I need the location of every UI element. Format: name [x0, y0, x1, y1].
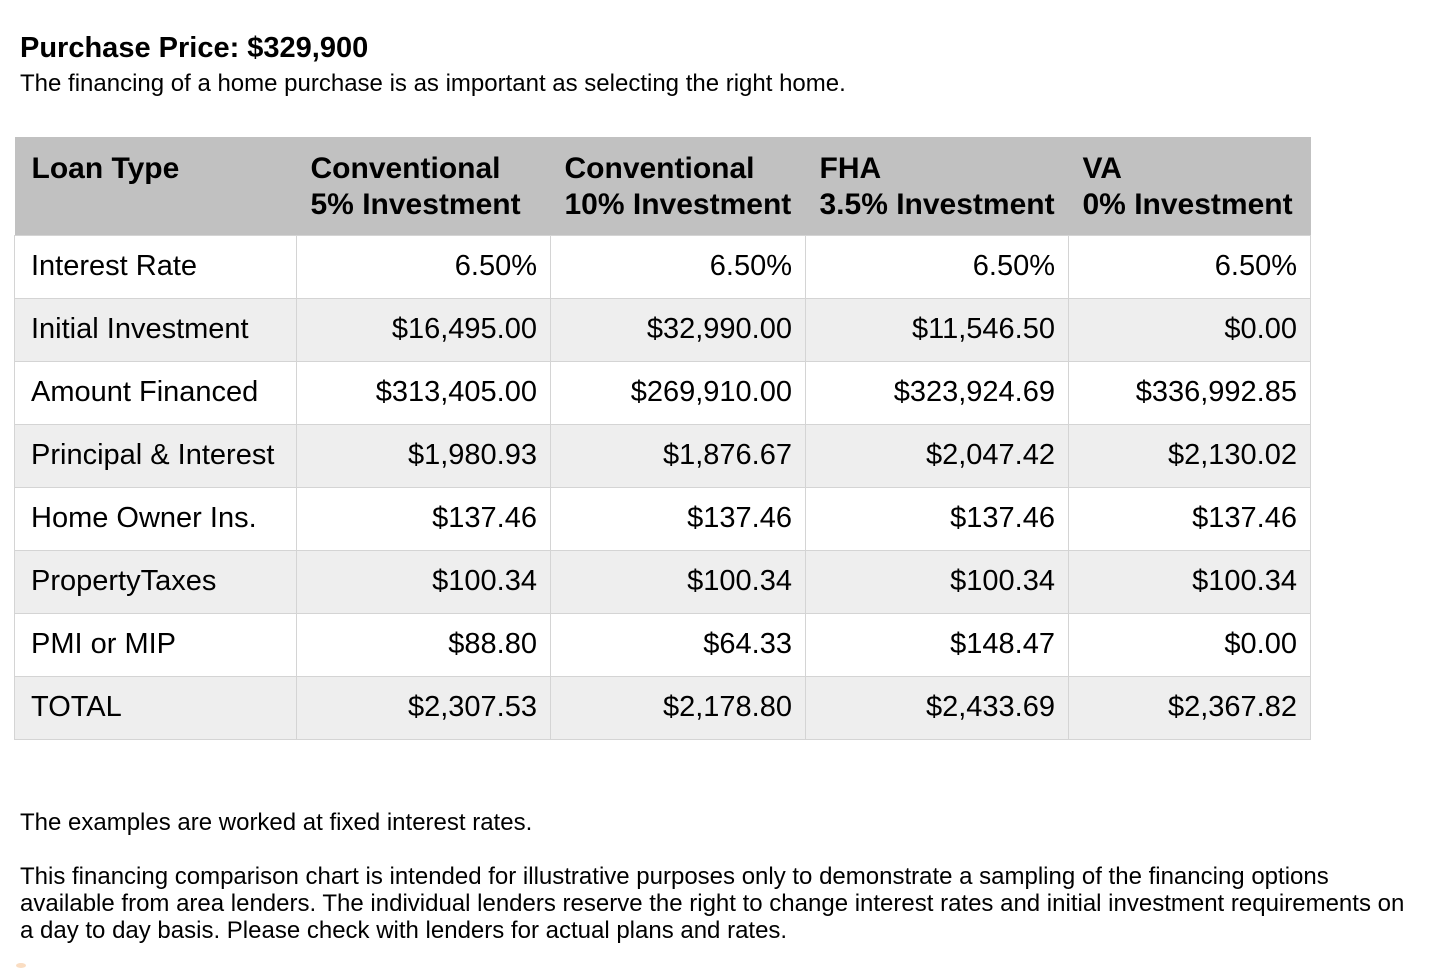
- financing-comparison-table: Loan Type Conventional 5% Investment Con…: [14, 137, 1311, 740]
- table-cell: 6.50%: [805, 234, 1069, 299]
- column-header-line2: 10% Investment: [564, 188, 792, 221]
- table-cell: $313,405.00: [296, 360, 551, 425]
- table-cell: $336,992.85: [1068, 360, 1311, 425]
- artifact-dot: [16, 963, 26, 968]
- note-disclaimer: This financing comparison chart is inten…: [20, 863, 1405, 944]
- note-fixed-rates: The examples are worked at fixed interes…: [20, 809, 533, 836]
- table-cell: $100.34: [296, 549, 551, 614]
- column-header-conventional-10: Conventional 10% Investment: [550, 137, 806, 235]
- row-label: TOTAL: [14, 675, 297, 740]
- row-label: Interest Rate: [14, 234, 297, 299]
- table-cell: $88.80: [296, 612, 551, 677]
- table-cell: $11,546.50: [805, 297, 1069, 362]
- table-cell: $137.46: [805, 486, 1069, 551]
- table-cell: $269,910.00: [550, 360, 806, 425]
- table-cell: $2,047.42: [805, 423, 1069, 488]
- table-cell: $100.34: [805, 549, 1069, 614]
- table-cell: $100.34: [1068, 549, 1311, 614]
- row-label: Principal & Interest: [14, 423, 297, 488]
- column-header-line1: Conventional: [564, 152, 755, 185]
- column-header-line1: VA: [1082, 152, 1122, 185]
- column-header-line1: FHA: [819, 152, 882, 185]
- table-cell: $2,367.82: [1068, 675, 1311, 740]
- table-row-pmi-or-mip: PMI or MIP $88.80 $64.33 $148.47 $0.00: [14, 612, 1311, 677]
- table-row-principal-interest: Principal & Interest $1,980.93 $1,876.67…: [14, 423, 1311, 488]
- table-row-total: TOTAL $2,307.53 $2,178.80 $2,433.69 $2,3…: [14, 675, 1311, 740]
- table-cell: $32,990.00: [550, 297, 806, 362]
- table-cell: $100.34: [550, 549, 806, 614]
- table-cell: 6.50%: [1068, 234, 1311, 299]
- table-cell: $137.46: [1068, 486, 1311, 551]
- table-row-interest-rate: Interest Rate 6.50% 6.50% 6.50% 6.50%: [14, 234, 1311, 299]
- table-cell: $2,130.02: [1068, 423, 1311, 488]
- column-header-line2: 5% Investment: [310, 188, 521, 221]
- table-cell: $323,924.69: [805, 360, 1069, 425]
- column-header-line1: Conventional: [310, 152, 501, 185]
- table-cell: $16,495.00: [296, 297, 551, 362]
- table-cell: $0.00: [1068, 612, 1311, 677]
- table-cell: $137.46: [550, 486, 806, 551]
- table-row-home-owner-ins: Home Owner Ins. $137.46 $137.46 $137.46 …: [14, 486, 1311, 551]
- column-header-line1: Loan Type: [31, 152, 180, 185]
- table-header-row: Loan Type Conventional 5% Investment Con…: [14, 137, 1311, 235]
- column-header-line2: 0% Investment: [1082, 188, 1293, 221]
- column-header-loan-type: Loan Type: [14, 137, 297, 235]
- row-label: Home Owner Ins.: [14, 486, 297, 551]
- page-title: Purchase Price: $329,900: [20, 32, 369, 64]
- column-header-conventional-5: Conventional 5% Investment: [296, 137, 551, 235]
- table-cell: $1,980.93: [296, 423, 551, 488]
- page-subtitle: The financing of a home purchase is as i…: [20, 70, 846, 97]
- table-cell: 6.50%: [550, 234, 806, 299]
- column-header-va: VA 0% Investment: [1068, 137, 1311, 235]
- footer-notes: The examples are worked at fixed interes…: [20, 809, 1412, 944]
- table-cell: $64.33: [550, 612, 806, 677]
- table-cell: $2,307.53: [296, 675, 551, 740]
- table-cell: $148.47: [805, 612, 1069, 677]
- table-cell: 6.50%: [296, 234, 551, 299]
- column-header-fha: FHA 3.5% Investment: [805, 137, 1069, 235]
- table-row-property-taxes: PropertyTaxes $100.34 $100.34 $100.34 $1…: [14, 549, 1311, 614]
- table-cell: $2,178.80: [550, 675, 806, 740]
- column-header-line2: 3.5% Investment: [819, 188, 1055, 221]
- row-label: PMI or MIP: [14, 612, 297, 677]
- row-label: PropertyTaxes: [14, 549, 297, 614]
- row-label: Initial Investment: [14, 297, 297, 362]
- table-row-amount-financed: Amount Financed $313,405.00 $269,910.00 …: [14, 360, 1311, 425]
- row-label: Amount Financed: [14, 360, 297, 425]
- page-header: Purchase Price: $329,900 The financing o…: [20, 31, 846, 98]
- table-cell: $137.46: [296, 486, 551, 551]
- table-cell: $0.00: [1068, 297, 1311, 362]
- table-row-initial-investment: Initial Investment $16,495.00 $32,990.00…: [14, 297, 1311, 362]
- table-cell: $1,876.67: [550, 423, 806, 488]
- table-cell: $2,433.69: [805, 675, 1069, 740]
